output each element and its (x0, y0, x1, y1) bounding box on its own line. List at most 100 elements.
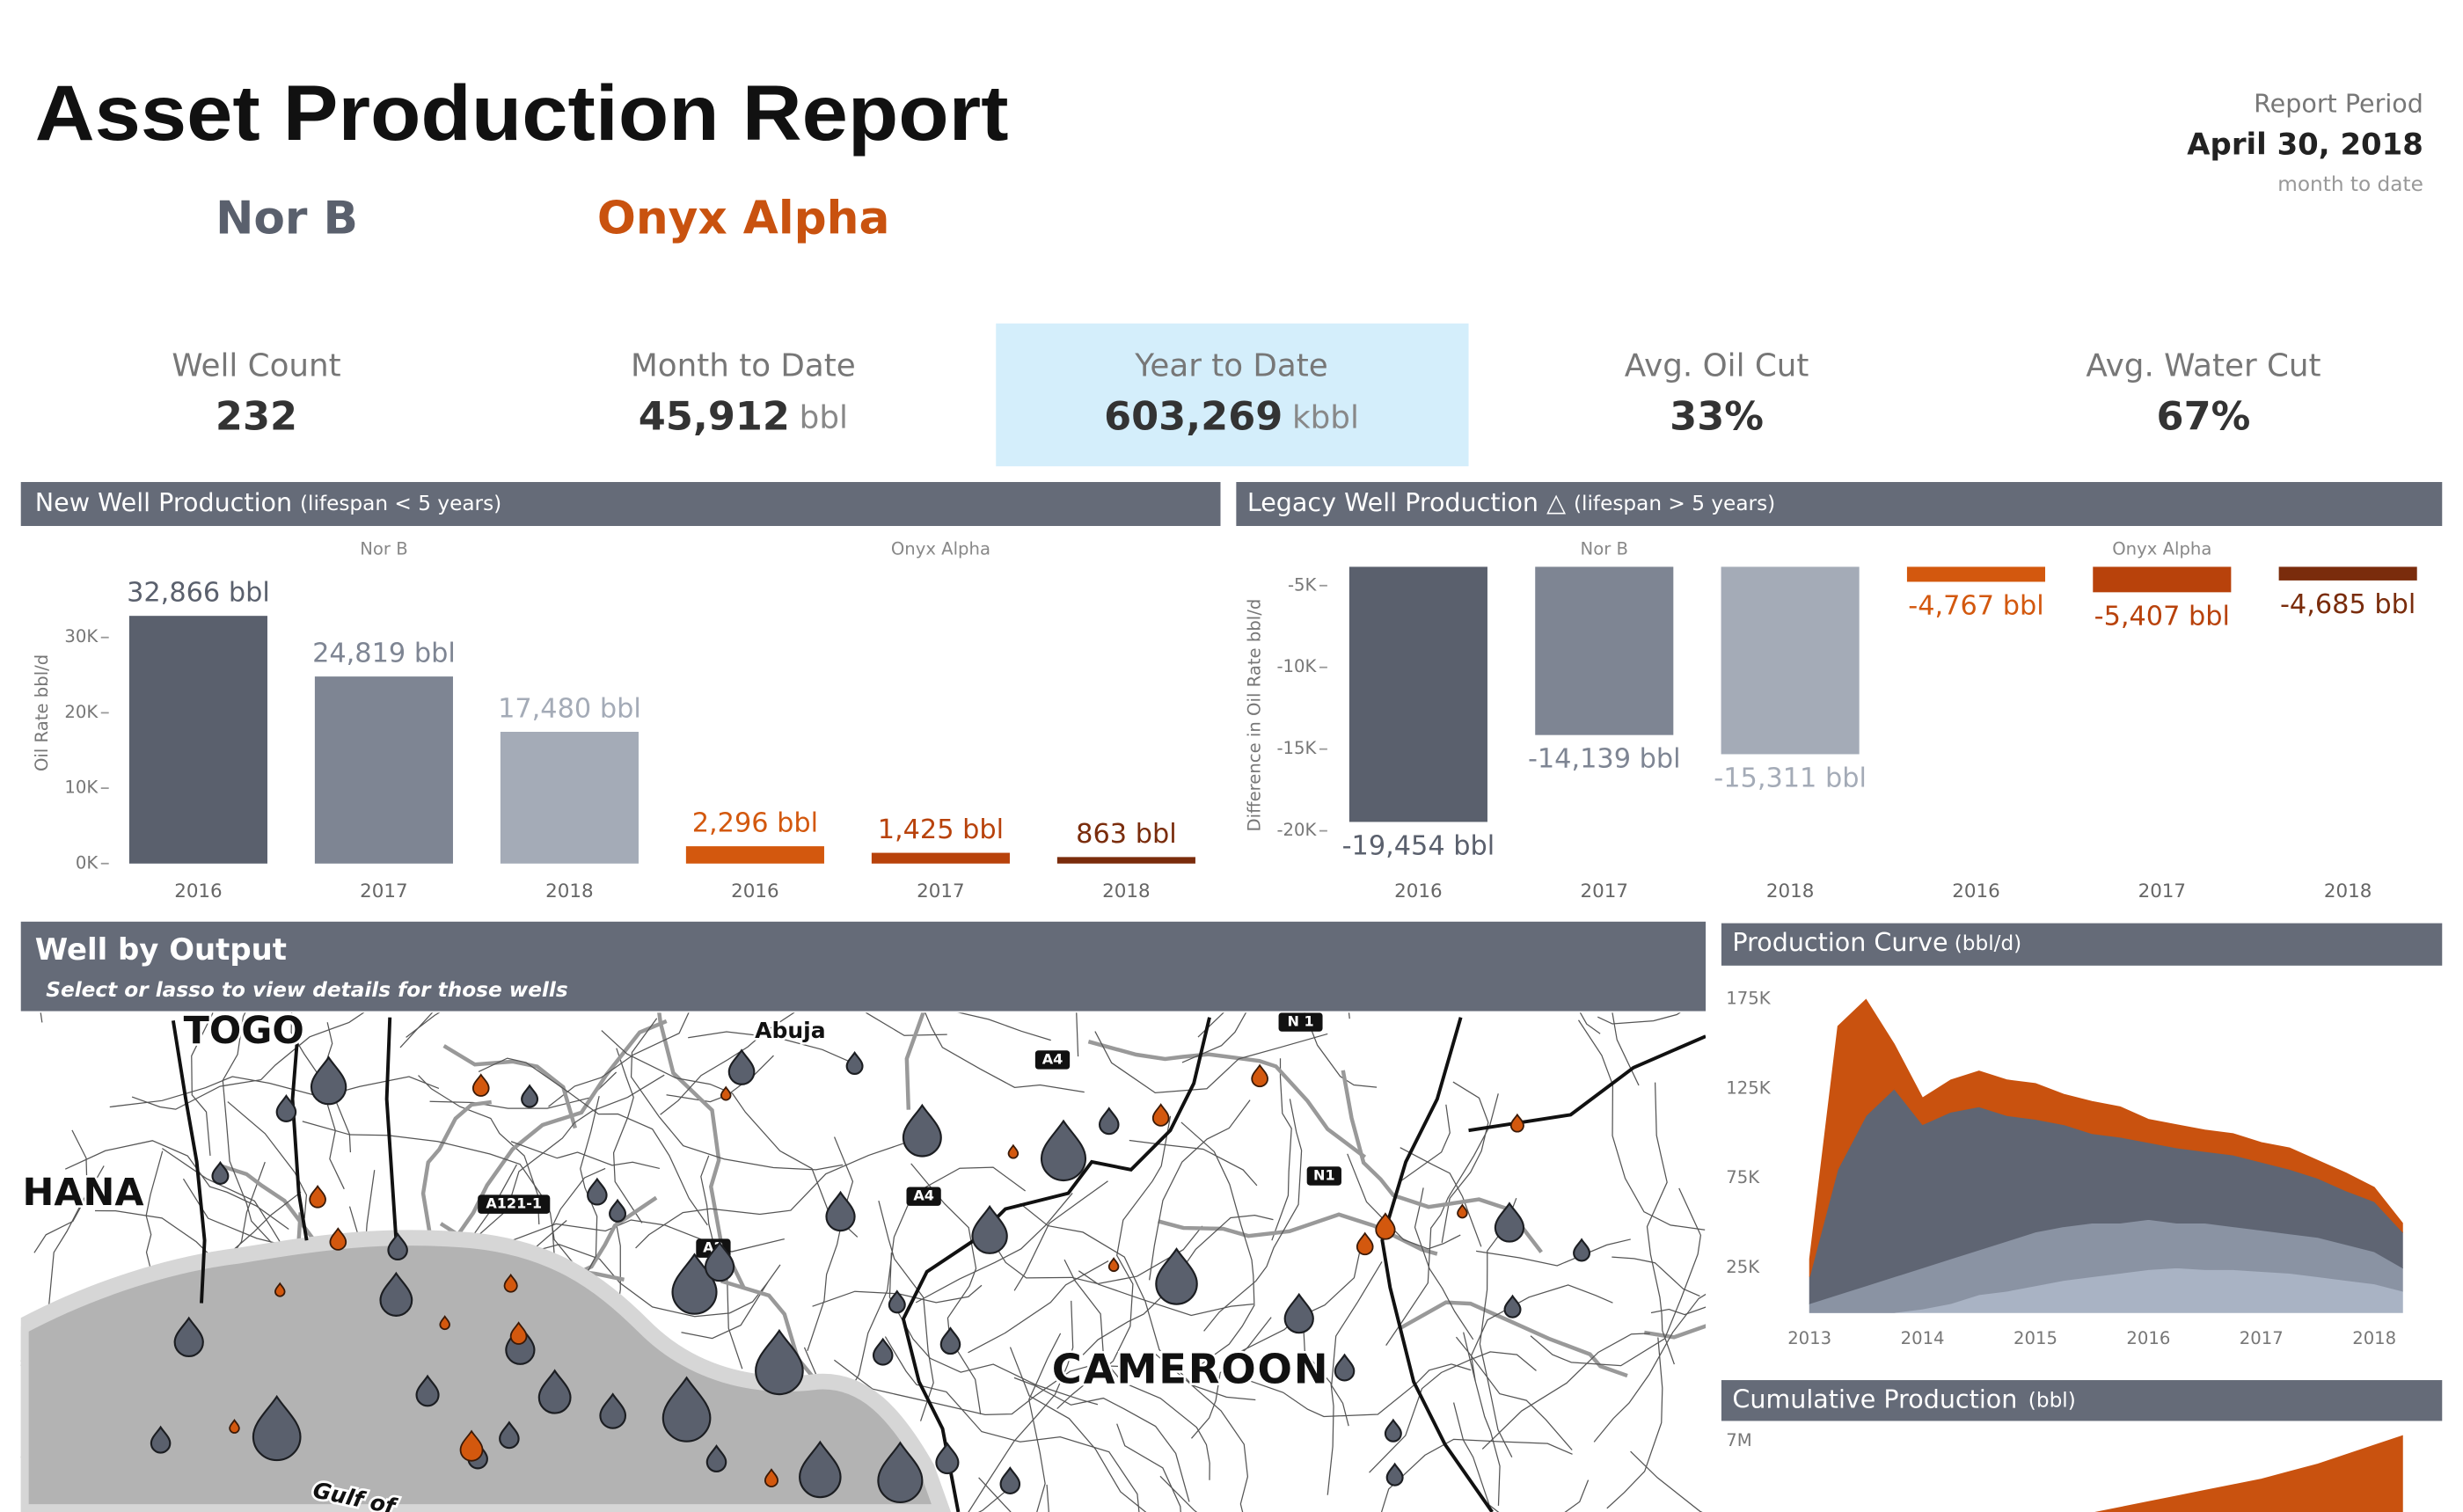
y-tick-label: -15K (1276, 738, 1317, 758)
kpi-label: Well Count (172, 348, 340, 384)
well-marker[interactable] (275, 1094, 297, 1122)
well-marker[interactable] (902, 1103, 942, 1158)
well-marker[interactable] (1151, 1103, 1170, 1127)
well-marker[interactable] (1283, 1292, 1314, 1334)
well-marker[interactable] (211, 1160, 230, 1185)
production-curve: 25K 75K 125K 175K 2013 2014 2015 2016 2017 2018 (1726, 989, 2403, 1348)
x-tick-label: 2018 (1102, 880, 1150, 902)
well-marker[interactable] (415, 1374, 440, 1407)
kpi-value: 603,269 (1104, 394, 1283, 440)
well-marker[interactable] (939, 1326, 961, 1355)
well-marker[interactable] (872, 1337, 894, 1366)
bar[interactable] (2278, 566, 2417, 581)
well-marker[interactable] (309, 1184, 326, 1209)
road (1129, 1139, 1258, 1187)
bar[interactable] (314, 676, 453, 864)
well-marker[interactable] (727, 1048, 756, 1085)
wells[interactable] (150, 1048, 1591, 1503)
bar[interactable] (1906, 566, 2046, 582)
well-marker[interactable] (1457, 1203, 1468, 1219)
bar[interactable] (128, 616, 267, 864)
well-marker[interactable] (521, 1084, 539, 1108)
well-marker[interactable] (1509, 1113, 1524, 1133)
asset-name[interactable]: Nor B (216, 193, 358, 245)
well-marker[interactable] (764, 1468, 779, 1487)
well-marker[interactable] (609, 1198, 627, 1223)
well-marker[interactable] (825, 1190, 856, 1232)
well-marker[interactable] (1251, 1063, 1268, 1088)
bar[interactable] (1721, 566, 1860, 755)
well-marker[interactable] (877, 1441, 924, 1503)
well-marker[interactable] (310, 1055, 347, 1106)
well-marker[interactable] (1494, 1202, 1525, 1243)
value-label: -4,685 bbl (2280, 589, 2415, 620)
well-marker[interactable] (1155, 1247, 1198, 1305)
x-tick-label: 2018 (1766, 880, 1814, 902)
kpi-unit: kbbl (1292, 400, 1359, 436)
bar[interactable] (1348, 566, 1487, 822)
well-marker[interactable] (329, 1227, 347, 1251)
well-marker[interactable] (387, 1232, 408, 1260)
bar[interactable] (1056, 857, 1195, 864)
asset-name[interactable]: Onyx Alpha (597, 193, 890, 245)
well-marker[interactable] (1356, 1231, 1374, 1256)
well-marker[interactable] (1384, 1418, 1402, 1443)
well-marker[interactable] (274, 1282, 286, 1297)
well-marker[interactable] (661, 1376, 712, 1443)
bar[interactable] (2093, 566, 2232, 593)
well-marker[interactable] (971, 1204, 1008, 1254)
well-marker[interactable] (471, 1073, 490, 1097)
well-marker[interactable] (845, 1050, 864, 1076)
bar[interactable] (871, 852, 1010, 864)
well-marker[interactable] (509, 1321, 528, 1345)
bar[interactable] (685, 846, 824, 864)
well-marker[interactable] (599, 1392, 627, 1429)
y-axis-label: Difference in Oil Rate bbl/d (1244, 599, 1264, 832)
well-marker[interactable] (150, 1425, 172, 1454)
well-marker[interactable] (503, 1273, 518, 1293)
well-marker[interactable] (499, 1421, 520, 1450)
section-title: Production Curve (bbl/d) (1732, 927, 2021, 957)
well-marker[interactable] (229, 1418, 240, 1434)
road (1341, 1070, 1543, 1253)
well-marker[interactable] (1040, 1119, 1087, 1181)
well-marker[interactable] (704, 1240, 735, 1282)
well-marker[interactable] (1334, 1353, 1356, 1382)
road (478, 1057, 708, 1226)
bar[interactable] (500, 732, 639, 864)
well-marker[interactable] (935, 1442, 960, 1475)
well-marker[interactable] (720, 1085, 732, 1101)
well-marker[interactable] (439, 1315, 450, 1331)
well-marker[interactable] (587, 1177, 608, 1206)
well-marker[interactable] (1098, 1107, 1120, 1136)
x-tick-label: 2018 (2352, 1328, 2396, 1348)
road (904, 1012, 925, 1110)
well-marker[interactable] (459, 1429, 484, 1462)
well-marker[interactable] (537, 1369, 572, 1414)
road (1577, 1019, 1706, 1231)
well-marker[interactable] (999, 1466, 1021, 1494)
well-marker[interactable] (252, 1394, 302, 1462)
value-label: 32,866 bbl (127, 578, 270, 609)
kpi-label: Month to Date (631, 348, 856, 384)
well-marker[interactable] (173, 1316, 204, 1357)
road (1643, 1324, 1707, 1340)
road (1158, 1212, 1438, 1256)
well-marker[interactable] (755, 1328, 804, 1396)
well-marker[interactable] (799, 1440, 842, 1499)
well-marker[interactable] (1385, 1462, 1404, 1486)
well-marker[interactable] (1375, 1212, 1396, 1240)
well-marker[interactable] (1573, 1238, 1591, 1262)
well-marker[interactable] (1503, 1294, 1522, 1318)
bar[interactable] (1535, 566, 1674, 735)
well-marker[interactable] (1007, 1143, 1020, 1159)
well-marker[interactable] (888, 1289, 906, 1314)
well-marker[interactable] (379, 1271, 413, 1317)
well-marker[interactable] (705, 1444, 727, 1472)
x-tick-label: 2017 (360, 880, 407, 902)
road (302, 1121, 580, 1270)
well-marker[interactable] (1107, 1257, 1120, 1272)
